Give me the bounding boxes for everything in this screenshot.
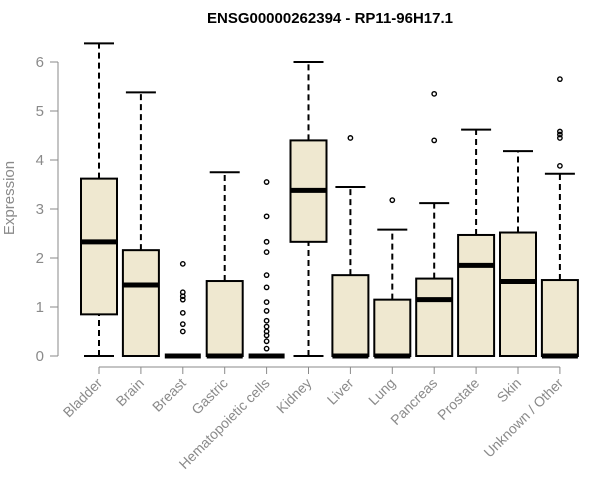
outlier-point [263,332,270,339]
box-3 [205,171,244,359]
outlier-point [179,293,186,300]
outlier-point [179,309,186,316]
boxes [80,42,579,359]
box-rect [540,279,579,357]
box-rect [415,277,454,357]
outlier-point [347,135,354,141]
y-tick-label-6: 6 [36,54,44,71]
outlier-point [431,90,438,97]
outlier-point [263,249,270,256]
outlier-point [557,128,563,135]
box-rect [331,274,370,357]
outlier-point [263,308,270,314]
outlier-point [557,162,563,169]
box-5 [289,61,328,357]
x-tick-label-2: Breast [149,375,189,415]
box-rect [121,249,160,357]
box-rect [205,280,244,357]
outlier-point [263,213,270,220]
y-axis-label: Expression [1,161,18,235]
y-tick-label-0: 0 [36,348,44,365]
y-tick-label-5: 5 [36,103,44,120]
x-tick-label-7: Lung [365,375,398,408]
box-11 [540,76,579,359]
box-6 [331,135,370,359]
y-tick-label-3: 3 [36,201,44,218]
box-2 [164,260,201,359]
x-tick-label-6: Liver [324,375,357,408]
outlier-point [557,76,563,83]
y-tick-label-2: 2 [36,250,44,267]
box-rect [457,233,496,357]
x-tick-label-11: Unknown / Other [480,375,566,461]
box-rect [499,231,537,358]
outlier-point [179,296,186,303]
x-tick-label-1: Brain [113,375,147,409]
box-rect [373,298,412,357]
outlier-point [263,317,270,324]
outlier-point [389,197,396,204]
outlier-point [263,338,270,345]
outlier-point [557,135,563,141]
x-tick-label-5: Kidney [273,375,315,417]
outlier-point [263,299,270,305]
box-rect [80,177,118,316]
y-axis: 0 1 2 3 4 5 6 [36,54,59,365]
box-10 [499,150,537,358]
x-tick-label-10: Skin [494,375,525,406]
y-tick-label-4: 4 [36,152,44,169]
outlier-point [179,260,186,267]
outlier-point [263,345,270,352]
box-4 [248,179,285,359]
outlier-point [263,272,270,279]
outlier-point [263,323,270,330]
box-7 [373,197,412,359]
chart-title: ENSG00000262394 - RP11-96H17.1 [207,10,453,27]
x-tick-label-0: Bladder [60,375,106,421]
box-8 [415,90,454,357]
y-tick-label-1: 1 [36,299,44,316]
outlier-point [263,238,270,245]
box-0 [80,42,118,357]
outlier-point [179,328,186,335]
x-tick-label-9: Prostate [434,375,482,423]
box-1 [121,91,160,357]
outlier-point [263,284,270,291]
outlier-point [557,131,563,138]
box-9 [457,128,496,357]
outlier-point [431,137,438,144]
outlier-point [179,321,186,328]
outlier-point [263,179,270,185]
x-tick-label-8: Pancreas [387,375,440,428]
